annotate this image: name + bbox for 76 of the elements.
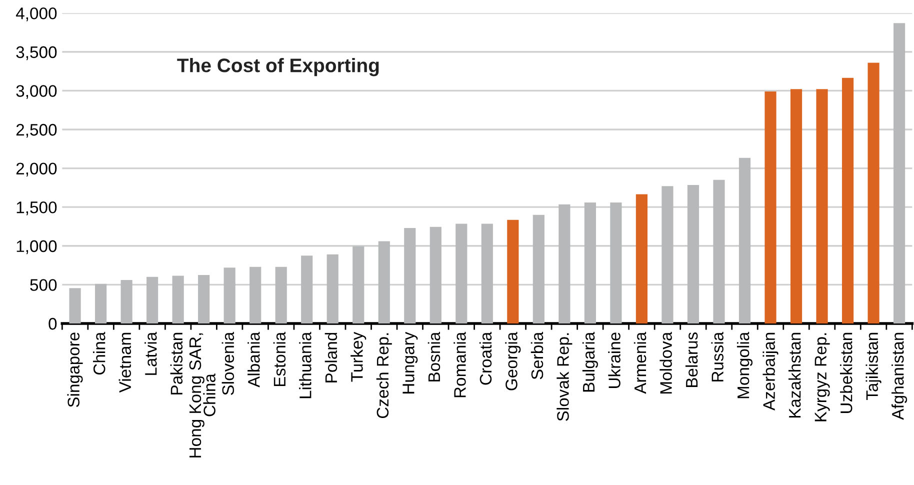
x-tick-label: Ukraine [608, 332, 620, 388]
x-tick-label: Pakistan [170, 332, 183, 394]
x-tick-label: Latvia [144, 332, 157, 375]
bar [120, 280, 132, 324]
x-tick-label: Georgia [505, 332, 521, 390]
bar [558, 204, 570, 324]
x-tick-label: Slovak Rep. [556, 333, 572, 421]
y-tick-label: 3,000 [16, 85, 57, 99]
bar [146, 276, 158, 324]
x-tick-label: Estonia [273, 332, 286, 386]
bar [662, 186, 674, 324]
y-tick-label: 3,500 [16, 46, 57, 60]
bar [456, 224, 468, 324]
bar [713, 180, 725, 324]
bar [326, 254, 338, 324]
bar [764, 91, 776, 324]
bar [94, 284, 107, 324]
x-tick-label: Tajikistan [866, 332, 882, 400]
bar [352, 246, 364, 324]
x-tick-label: Czech Rep. [376, 333, 392, 418]
y-tick-label: 1,000 [16, 240, 57, 254]
x-tick-label: Turkey [350, 332, 366, 382]
x-tick-label: Belarus [685, 332, 698, 387]
bar [790, 89, 802, 324]
bar [250, 266, 262, 324]
bar [636, 194, 648, 324]
bar [532, 214, 544, 324]
x-tick-label: Russia [711, 332, 724, 382]
bar [893, 23, 906, 324]
bar [842, 78, 854, 324]
x-tick-label: Kyrgyz Rep. [814, 333, 830, 422]
x-tick-label: China [93, 332, 106, 375]
bar [738, 158, 751, 324]
x-tick-label: Vietnam [118, 332, 132, 393]
x-tick-label: Hungary [402, 332, 418, 394]
x-tick-label: Lithuania [299, 332, 312, 398]
y-tick-label: 500 [30, 279, 57, 291]
x-tick-label: Poland [324, 332, 338, 382]
bar [198, 274, 210, 324]
x-tick-label: Bosnia [428, 332, 440, 382]
bar [868, 62, 880, 324]
bar [507, 220, 519, 324]
x-tick-label: Bulgaria [582, 332, 598, 392]
x-tick-label: Mongolia [736, 332, 753, 398]
y-tick-label: 2,000 [16, 162, 57, 176]
y-tick-label: 0 [48, 318, 57, 330]
bar [584, 202, 596, 324]
x-tick-label: Azerbaijan [762, 332, 778, 411]
bar [816, 89, 828, 324]
bar [481, 224, 493, 324]
x-tick-label: Armenia [634, 332, 646, 394]
x-tick-label: Afghanistan [892, 332, 908, 420]
x-tick-label: Kazakhstan [788, 332, 801, 418]
bar [430, 226, 442, 324]
bar [687, 184, 700, 324]
y-tick-label: 4,000 [16, 7, 57, 22]
x-tick-label: Croatia [479, 332, 492, 385]
bar [69, 288, 81, 324]
bar [172, 276, 184, 324]
y-tick-label: 1,500 [16, 201, 57, 216]
x-tick-label: Singapore [67, 332, 83, 408]
bar [378, 241, 390, 324]
x-tick-label: Moldova [660, 332, 672, 394]
bar [404, 228, 416, 324]
x-tick-label: Serbia [530, 332, 544, 380]
bar [610, 202, 622, 324]
bar [301, 256, 313, 324]
text: The Cost of Exporting [177, 58, 379, 76]
x-tick-label: Albania [248, 332, 260, 388]
bar [275, 266, 287, 324]
x-tick-label: Slovenia [222, 332, 234, 395]
x-tick-label: Hong Kong SAR, China [189, 333, 216, 458]
x-tick-label: Uzbekistan [840, 332, 852, 413]
x-tick-label: Romania [454, 332, 466, 398]
y-tick-label: 2,500 [16, 124, 57, 138]
bar [224, 268, 236, 324]
